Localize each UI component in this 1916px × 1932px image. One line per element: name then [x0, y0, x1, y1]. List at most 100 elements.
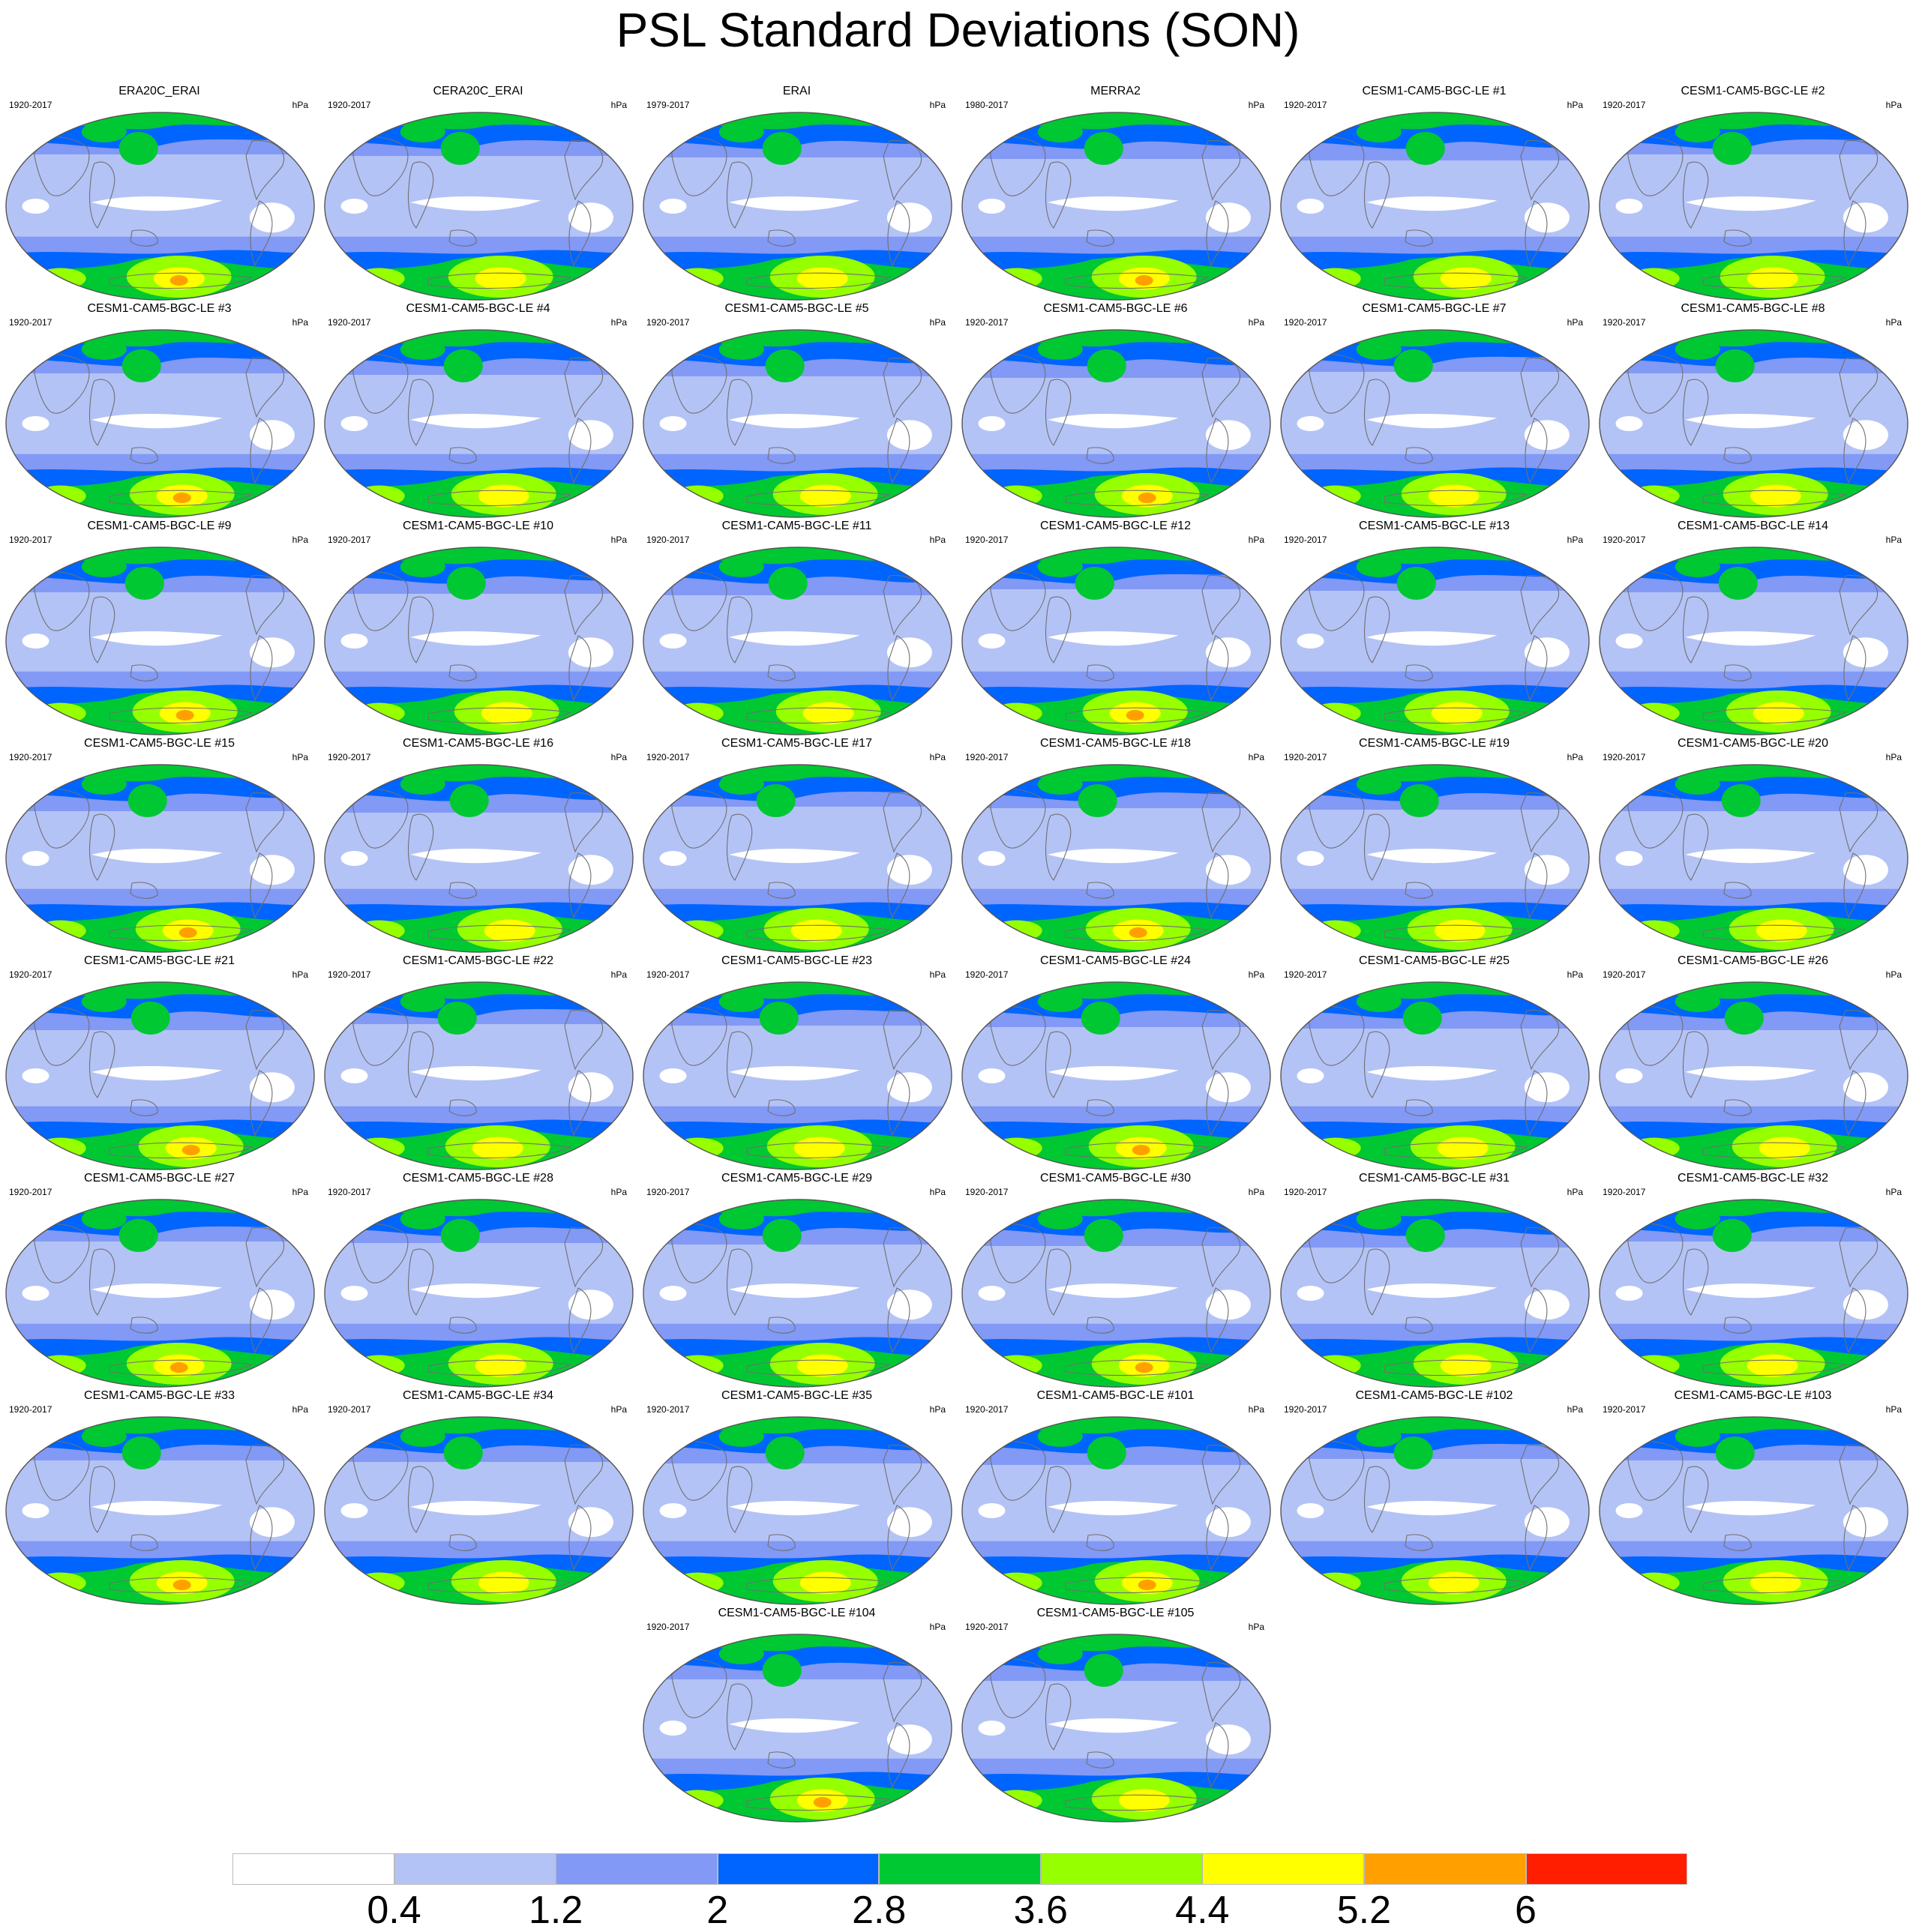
map-coastline: [1384, 490, 1528, 507]
panel-title: CESM1-CAM5-BGC-LE #35: [721, 1389, 872, 1402]
map-coastline: [407, 1466, 434, 1533]
map-tropical-patch: [1048, 848, 1179, 864]
map-coastline: [883, 1444, 922, 1505]
map-band-north-green: [991, 1200, 1241, 1217]
map-outline: [324, 112, 634, 301]
map-coastline: [88, 379, 115, 446]
map-north-atlantic-lobe: [81, 121, 127, 142]
map-south-pacific-max: [175, 710, 194, 721]
map-band-north-green: [991, 1634, 1241, 1652]
map-outline: [961, 112, 1271, 301]
map-outline: [1280, 112, 1590, 301]
map-south-pacific-core: [1750, 484, 1801, 508]
map-outline: [324, 764, 634, 953]
world-map: [1280, 112, 1590, 301]
map-atlantic-patch: [1205, 202, 1251, 233]
map-coastline: [1206, 1505, 1229, 1571]
map-north-atlantic-lobe: [718, 556, 764, 577]
map-coastline: [1086, 1099, 1114, 1116]
map-panel: CESM1-CAM5-BGC-LE #2 1920-2017 hPa: [1594, 84, 1912, 301]
panel-years: 1920-2017: [1284, 969, 1327, 980]
panel-title: CESM1-CAM5-BGC-LE #8: [1681, 302, 1825, 315]
map-indian-patch: [22, 851, 49, 866]
map-coastline: [407, 813, 434, 881]
map-band-north-green: [991, 982, 1241, 999]
panel-units: hPa: [929, 100, 946, 110]
map-coastline: [1065, 1577, 1210, 1594]
map-coastline: [568, 1070, 592, 1137]
map-outline: [643, 1199, 952, 1388]
panel-units: hPa: [1567, 1404, 1583, 1415]
map-coastline: [1206, 200, 1229, 267]
map-coastline: [564, 574, 603, 636]
map-north-pacific-lobe: [1393, 1436, 1433, 1469]
map-outline: [1280, 547, 1590, 735]
world-map: [1280, 1199, 1590, 1388]
map-outline: [961, 764, 1271, 953]
map-north-pacific-lobe: [443, 349, 483, 382]
panel-years: 1920-2017: [9, 1404, 52, 1415]
map-indian-patch: [1615, 416, 1643, 431]
map-south-pacific-max: [172, 1580, 191, 1591]
map-atlantic-patch: [1205, 1072, 1251, 1103]
map-coastline: [109, 1577, 253, 1594]
map-atlantic-patch: [1843, 1289, 1888, 1320]
map-atlantic-patch: [1205, 420, 1251, 451]
map-coastline: [1525, 1505, 1548, 1571]
map-coastline: [1309, 571, 1365, 631]
panel-units: hPa: [292, 1187, 308, 1197]
map-outline: [5, 981, 315, 1170]
map-panel: CESM1-CAM5-BGC-LE #24 1920-2017 hPa: [956, 954, 1275, 1171]
map-north-pacific-lobe: [1405, 1219, 1445, 1252]
map-coastline: [34, 1005, 90, 1066]
map-band-north-green: [673, 1634, 922, 1652]
map-coastline: [1405, 447, 1433, 464]
map-south-pacific-max: [178, 927, 197, 939]
map-coastline: [746, 1359, 891, 1376]
map-north-atlantic-lobe: [1356, 774, 1402, 795]
map-coastline: [568, 635, 592, 702]
map-panel: CESM1-CAM5-BGC-LE #18 1920-2017 hPa: [956, 736, 1275, 954]
map-coastline: [352, 353, 409, 414]
world-map: [5, 112, 315, 301]
map-indian-patch: [978, 634, 1006, 648]
panel-units: hPa: [292, 317, 308, 328]
map-coastline: [671, 1005, 727, 1066]
map-outline: [961, 329, 1271, 518]
panel-title: CESM1-CAM5-BGC-LE #102: [1355, 1389, 1513, 1402]
map-south-pacific-core: [478, 484, 529, 508]
panel-years: 1920-2017: [1284, 1404, 1327, 1415]
map-north-atlantic-lobe: [81, 1209, 127, 1230]
map-coastline: [990, 788, 1046, 849]
panel-years: 1920-2017: [328, 100, 371, 110]
map-coastline: [1384, 272, 1528, 289]
map-atlantic-patch: [1524, 1507, 1570, 1538]
map-band-north-green: [1310, 1200, 1560, 1217]
map-coastline: [564, 1009, 603, 1071]
map-north-atlantic-lobe: [1356, 1209, 1402, 1230]
panel-units: hPa: [1248, 100, 1264, 110]
panel-units: hPa: [929, 317, 946, 328]
map-coastline: [1843, 1070, 1867, 1137]
map-band-north-green: [35, 112, 285, 130]
map-tropical-patch: [91, 413, 223, 429]
panel-years: 1920-2017: [9, 969, 52, 980]
map-tropical-patch: [1048, 413, 1179, 429]
map-coastline: [352, 1005, 409, 1066]
map-coastline: [1201, 1227, 1240, 1288]
map-north-atlantic-lobe: [400, 991, 445, 1012]
map-tropical-patch: [410, 848, 541, 864]
map-coastline: [767, 1316, 796, 1334]
map-outline: [5, 329, 315, 518]
map-coastline: [1065, 272, 1210, 289]
map-atlantic-patch: [249, 1072, 295, 1103]
map-coastline: [109, 1359, 253, 1376]
map-coastline: [245, 574, 284, 636]
map-coastline: [1627, 1223, 1684, 1284]
map-coastline: [564, 1227, 603, 1288]
map-band-north-green: [1629, 982, 1879, 999]
map-panel: CESM1-CAM5-BGC-LE #105 1920-2017 hPa: [956, 1606, 1275, 1823]
panel-units: hPa: [1885, 535, 1902, 545]
map-outline: [643, 112, 952, 301]
map-coastline: [767, 1534, 796, 1551]
